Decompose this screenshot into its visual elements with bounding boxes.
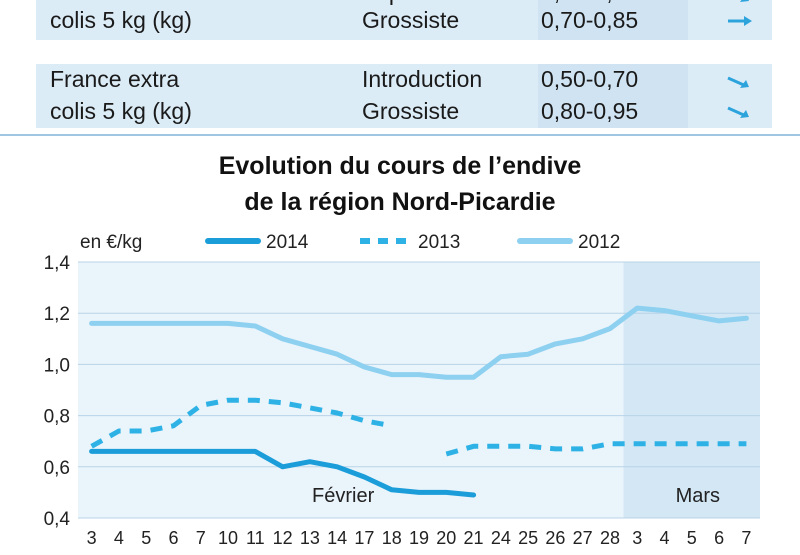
x-tick-label: 13 [300,528,320,548]
x-tick-label: 14 [327,528,347,548]
y-tick-label: 1,2 [44,304,70,325]
month-label: Mars [676,485,720,507]
price-table: France extra colis 5 kg (kg) Expédition … [0,0,800,142]
x-tick-label: 28 [600,528,620,548]
trend-down-icon [727,106,749,118]
y-tick-label: 0,6 [44,458,70,479]
series-line-2013 [90,397,393,449]
y-axis-unit-label: en €/kg [80,232,142,253]
legend-label: 2012 [578,232,620,253]
x-tick-label: 12 [273,528,293,548]
x-tick-label: 5 [687,528,697,548]
trend-down-icon [727,76,749,88]
x-tick-label: 25 [518,528,538,548]
legend-label: 2013 [418,232,460,253]
price-column [538,0,688,40]
x-tick-label: 3 [632,528,642,548]
y-tick-label: 0,8 [44,407,70,428]
table-row: France extra colis 5 kg (kg) Introductio… [36,64,772,128]
x-tick-label: 20 [436,528,456,548]
x-tick-label: 11 [246,528,265,548]
x-tick-label: 6 [168,528,178,548]
chart-svg: Evolution du cours de l’endive de la rég… [0,150,800,550]
price-range: 0,80-0,95 [541,98,639,124]
product-unit: colis 5 kg (kg) [50,98,192,124]
y-tick-label: 1,0 [44,355,70,376]
x-tick-label: 7 [196,528,206,548]
x-tick-label: 7 [741,528,751,548]
series-line-2013 [445,441,747,457]
price-range: 0,50-0,70 [541,66,639,92]
plot-area: 0,40,60,81,01,21,43 4 5 6 7 10 11 12 13 14 17 18 19 2… [44,253,760,548]
month-label: Février [312,485,375,507]
x-tick-label: 27 [573,528,593,548]
x-tick-label: 26 [545,528,565,548]
table-row: France extra colis 5 kg (kg) Expédition … [36,0,772,40]
x-tick-label: 10 [218,528,238,548]
trend-stable-icon [728,16,752,26]
x-tick-label: 5 [141,528,151,548]
x-tick-label: 4 [114,528,124,548]
legend: 2014 2013 2012 [205,232,620,253]
product-name: France extra [50,0,179,8]
y-tick-label: 1,4 [44,253,71,274]
legend-label: 2014 [266,232,309,253]
price-range: 0,40-0,62 [541,0,638,8]
chart-title: Evolution du cours de l’endive [219,152,582,180]
x-tick-label: 4 [660,528,670,548]
trend-down-icon [740,0,749,2]
x-tick-label: 18 [382,528,402,548]
stage-label: Grossiste [362,7,460,33]
x-tick-label: 21 [464,528,484,548]
price-range: 0,70-0,85 [541,7,639,33]
product-name: France extra [50,66,180,92]
section-divider [0,134,800,136]
stage-label: Grossiste [362,98,460,124]
x-tick-label: 19 [409,528,429,548]
stage-label: Expédition [362,0,469,8]
series-line-2012 [89,305,749,380]
series-line-2014 [89,448,477,498]
x-tick-label: 24 [491,528,511,548]
x-tick-label: 17 [354,528,374,548]
x-tick-label: 3 [87,528,97,548]
x-tick-label: 6 [714,528,724,548]
product-unit: colis 5 kg (kg) [50,7,192,33]
chart-title: de la région Nord-Picardie [244,188,555,216]
price-column [538,64,688,128]
month-shade [623,262,760,518]
stage-label: Introduction [362,66,483,92]
price-evolution-chart: Evolution du cours de l’endive de la rég… [0,150,800,550]
y-tick-label: 0,4 [44,509,71,530]
